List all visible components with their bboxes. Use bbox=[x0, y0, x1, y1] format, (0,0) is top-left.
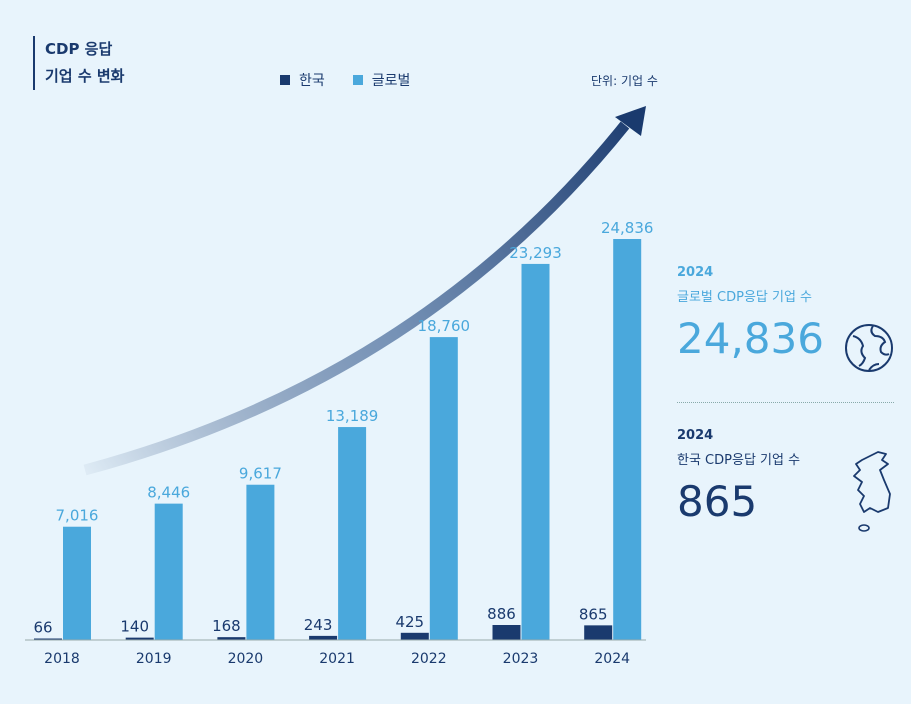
legend-korea: 한국 bbox=[280, 70, 325, 90]
global-bar bbox=[154, 503, 183, 640]
korea-value-label: 168 bbox=[212, 617, 241, 635]
trend-arrow bbox=[83, 121, 630, 476]
korea-value-label: 66 bbox=[33, 619, 52, 637]
korea-value-label: 425 bbox=[395, 613, 424, 631]
global-bar bbox=[429, 337, 458, 640]
title-line-2: 기업 수 변화 bbox=[45, 67, 125, 85]
korea-value-label: 140 bbox=[120, 618, 149, 636]
chart-title: CDP 응답 기업 수 변화 bbox=[33, 36, 124, 90]
korea-year: 2024 bbox=[677, 428, 714, 443]
korea-bar bbox=[584, 625, 613, 640]
korea-bar bbox=[125, 637, 154, 640]
global-value: 24,836 bbox=[677, 314, 824, 363]
x-tick-label: 2019 bbox=[136, 651, 172, 667]
global-value-label: 23,293 bbox=[509, 244, 562, 262]
global-value-label: 7,016 bbox=[56, 507, 99, 525]
korea-bar bbox=[309, 635, 338, 640]
legend: 한국 글로벌 bbox=[280, 70, 410, 90]
korea-bar bbox=[492, 625, 521, 640]
global-bar bbox=[521, 263, 550, 640]
global-year: 2024 bbox=[677, 265, 714, 280]
legend-swatch-korea bbox=[280, 75, 290, 85]
legend-global: 글로벌 bbox=[352, 70, 411, 90]
korea-value-label: 865 bbox=[579, 605, 608, 623]
global-value-label: 24,836 bbox=[601, 219, 654, 237]
unit-label: 단위: 기업 수 bbox=[591, 74, 658, 88]
x-tick-label: 2023 bbox=[503, 651, 539, 667]
korea-bar bbox=[217, 637, 246, 640]
global-summary: 2024 글로벌 CDP응답 기업 수 24,836 bbox=[677, 265, 824, 363]
global-bar bbox=[246, 484, 275, 640]
x-tick-label: 2020 bbox=[228, 651, 264, 667]
global-value-label: 18,760 bbox=[418, 317, 471, 335]
global-value-label: 8,446 bbox=[147, 484, 190, 502]
global-value-label: 13,189 bbox=[326, 407, 379, 425]
korea-map-icon bbox=[853, 451, 891, 532]
korea-label: 한국 CDP응답 기업 수 bbox=[677, 453, 801, 468]
x-tick-label: 2022 bbox=[411, 651, 447, 667]
global-value-label: 9,617 bbox=[239, 465, 282, 483]
x-tick-label: 2024 bbox=[594, 651, 630, 667]
trend-arrowhead bbox=[615, 106, 646, 136]
x-tick-label: 2021 bbox=[319, 651, 355, 667]
korea-bar bbox=[400, 632, 429, 640]
global-bar bbox=[338, 427, 367, 640]
korea-bar bbox=[34, 638, 62, 640]
korea-value: 865 bbox=[677, 477, 758, 526]
global-label: 글로벌 CDP응답 기업 수 bbox=[677, 290, 813, 305]
divider bbox=[677, 402, 894, 403]
korea-value-label: 886 bbox=[487, 605, 516, 623]
korea-summary: 2024 한국 CDP응답 기업 수 865 bbox=[677, 428, 800, 526]
legend-label: 글로벌 bbox=[371, 73, 411, 89]
title-line-1: CDP 응답 bbox=[45, 40, 113, 58]
legend-label: 한국 bbox=[299, 73, 325, 89]
legend-swatch-global bbox=[352, 75, 363, 85]
x-tick-label: 2018 bbox=[44, 651, 80, 667]
global-bar bbox=[63, 526, 91, 640]
korea-value-label: 243 bbox=[304, 616, 333, 634]
global-bar bbox=[613, 239, 642, 640]
globe-icon bbox=[845, 324, 893, 372]
